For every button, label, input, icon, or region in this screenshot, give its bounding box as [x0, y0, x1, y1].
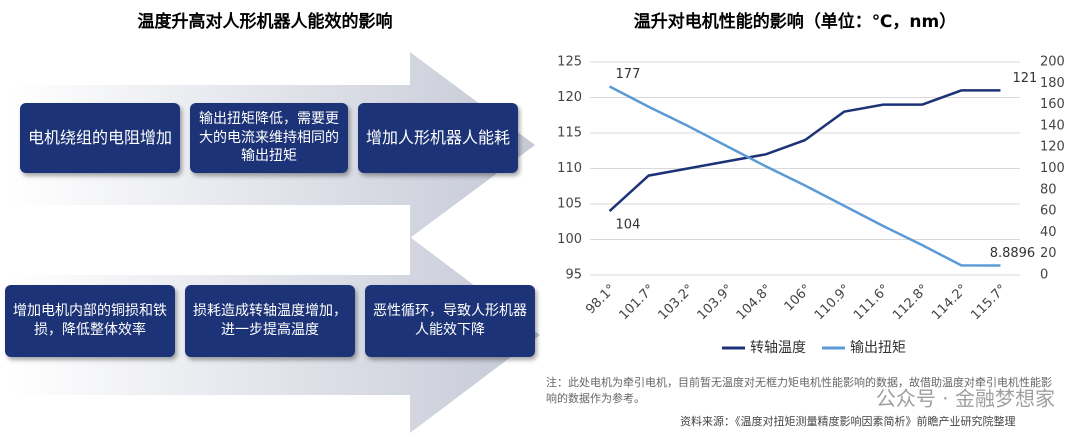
y2-tick-label: 180 [1040, 76, 1065, 91]
data-label: 104 [616, 218, 641, 233]
x-tick-label: 110.9° [812, 282, 854, 324]
x-tick-label: 98.1° [583, 282, 619, 318]
y-tick-label: 95 [565, 268, 582, 283]
box: 恶性循环，导致人形机器人能效下降 [365, 285, 535, 357]
legend-label: 转轴温度 [750, 340, 806, 356]
x-tick-label: 106° [782, 282, 815, 315]
data-label: 8.8896 [990, 246, 1036, 261]
y2-tick-label: 120 [1040, 140, 1065, 155]
data-label: 121 [1012, 71, 1037, 86]
y2-tick-label: 20 [1040, 246, 1057, 261]
x-tick-label: 101.7° [616, 282, 658, 324]
legend-label: 输出扭矩 [850, 340, 906, 356]
data-label: 177 [616, 67, 641, 82]
x-tick-label: 115.7° [968, 282, 1010, 324]
y-tick-label: 115 [557, 126, 582, 141]
y-tick-label: 110 [557, 161, 582, 176]
watermark: 公众号 · 金融梦想家 [876, 387, 1055, 411]
chart: 95 100 105 110 115 120 125 0 20 40 60 80 100 120 140 16… [557, 55, 1065, 357]
box: 电机绕组的电阻增加 [20, 103, 180, 173]
diagram-title: 温度升高对人形机器人能效的影响 [138, 11, 393, 32]
y-tick-label: 100 [557, 232, 582, 247]
box: 输出扭矩降低，需要更大的电流来维持相同的输出扭矩 [190, 103, 348, 173]
x-tick-label: 114.2° [929, 282, 971, 324]
y2-tick-label: 200 [1040, 55, 1065, 70]
x-tick-label: 103.9° [695, 282, 737, 324]
x-tick-label: 103.2° [656, 282, 698, 324]
box: 损耗造成转轴温度增加，进一步提高温度 [185, 285, 355, 357]
x-tick-label: 111.6° [851, 282, 893, 324]
x-tick-label: 112.8° [890, 282, 932, 324]
y2-tick-label: 160 [1040, 97, 1065, 112]
chart-title: 温升对电机性能的影响（单位：℃，nm） [634, 11, 956, 32]
y2-tick-label: 100 [1040, 161, 1065, 176]
series-line [608, 89, 1001, 213]
series-line [608, 85, 1001, 267]
y-tick-label: 120 [557, 90, 582, 105]
source: 资料来源：《温度对扭矩测量精度影响因素简析》前瞻产业研究院整理 [680, 414, 1016, 428]
y2-tick-label: 0 [1040, 268, 1048, 283]
y2-tick-label: 60 [1040, 204, 1057, 219]
y-tick-label: 125 [557, 55, 582, 70]
x-tick-label: 104.8° [734, 282, 776, 324]
y2-tick-label: 140 [1040, 118, 1065, 133]
y-tick-label: 105 [557, 197, 582, 212]
y2-tick-label: 80 [1040, 182, 1057, 197]
box: 增加电机内部的铜损和铁损，降低整体效率 [5, 285, 175, 357]
y2-tick-label: 40 [1040, 225, 1057, 240]
box: 增加人形机器人能耗 [358, 103, 518, 173]
